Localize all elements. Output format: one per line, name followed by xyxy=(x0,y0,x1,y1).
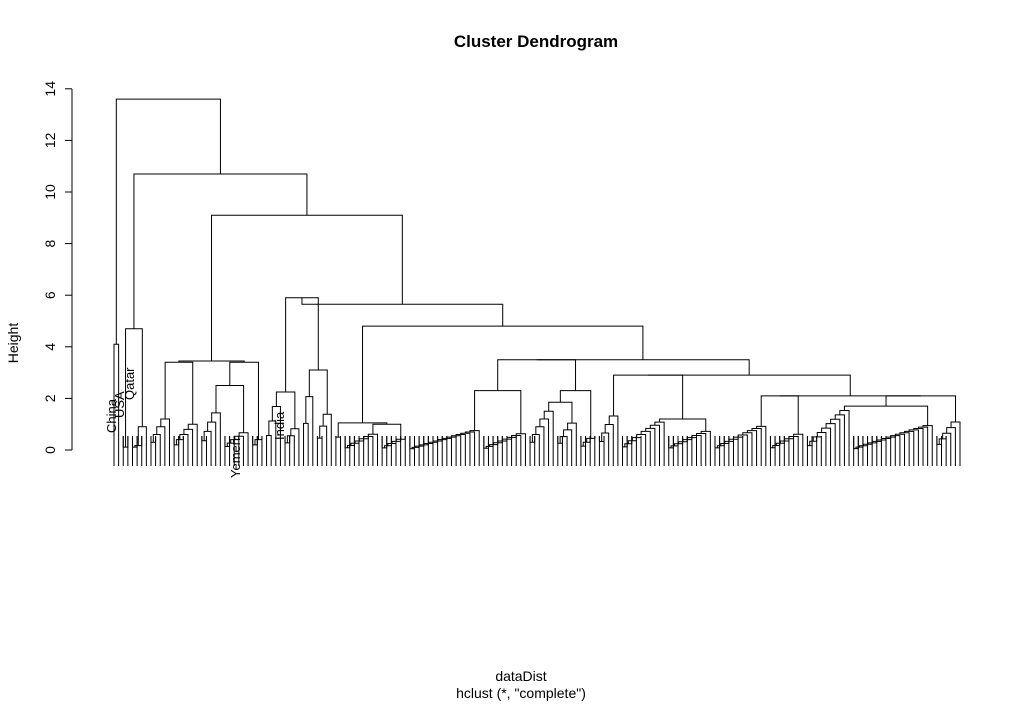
dendrogram-link xyxy=(305,396,314,436)
chart-subtitle: hclust (*, "complete") xyxy=(456,685,586,701)
dendrogram-link xyxy=(303,422,309,436)
dendrogram-link xyxy=(367,433,379,437)
leaf-label: India xyxy=(272,411,287,440)
dendrogram-link xyxy=(152,434,161,443)
dendrogram-link xyxy=(613,374,684,420)
dendrogram-link xyxy=(286,435,295,443)
dendrogram-link xyxy=(319,425,328,439)
y-tick-label: 0 xyxy=(42,446,58,454)
dendrogram-link xyxy=(563,429,573,437)
dendrogram-link xyxy=(760,395,799,435)
y-axis-ticks: 0 2 4 6 8 10 12 14 xyxy=(42,81,72,454)
leaf-label: USA xyxy=(112,391,127,418)
y-axis: 0 2 4 6 8 10 12 14 Height xyxy=(5,81,73,454)
y-tick-label: 14 xyxy=(42,81,58,97)
dendrogram-link xyxy=(387,436,397,446)
leaf-label: Yemen xyxy=(228,438,243,478)
dendrogram-link xyxy=(674,436,684,446)
dendrogram-link xyxy=(474,390,522,434)
leaf-label: Qatar xyxy=(122,367,137,400)
dendrogram-link xyxy=(604,423,614,436)
y-tick-label: 4 xyxy=(42,343,58,351)
x-axis-label: dataDist xyxy=(495,668,546,684)
leaf-label: China xyxy=(104,398,119,433)
dendrogram-link xyxy=(885,395,957,423)
dendrogram-link xyxy=(497,359,577,391)
dendrogram-link xyxy=(409,436,415,450)
dendrogram-link xyxy=(904,430,915,436)
dendrogram-link xyxy=(716,436,725,448)
dendrogram-link xyxy=(115,98,221,345)
dendrogram-link xyxy=(601,432,610,442)
chart-title: Cluster Dendrogram xyxy=(454,32,618,51)
dendrogram-link xyxy=(266,434,272,436)
dendrogram-link xyxy=(917,426,929,436)
dendrogram-link xyxy=(337,422,388,438)
dendrogram-link xyxy=(383,436,392,448)
dendrogram-link xyxy=(531,434,540,443)
y-tick-label: 10 xyxy=(42,184,58,200)
dendrogram-link xyxy=(137,426,147,446)
dendrogram-link xyxy=(238,432,249,437)
dendrogram-link xyxy=(211,214,403,361)
dendrogram-link xyxy=(229,361,259,440)
dendrogram-link xyxy=(203,430,212,441)
dendrogram-link xyxy=(843,405,929,426)
dendrogram-link xyxy=(489,436,499,447)
dendrogram-link xyxy=(559,390,592,439)
dendrogram-link xyxy=(362,325,644,423)
dendrogram-link xyxy=(648,374,851,396)
y-tick-label: 2 xyxy=(42,394,58,402)
dendrogram-link xyxy=(133,173,308,329)
y-axis-label: Height xyxy=(5,323,21,364)
dendrogram-link xyxy=(536,359,750,376)
dendrogram-link xyxy=(207,421,217,436)
dendrogram-link xyxy=(793,433,804,437)
dendrogram-link xyxy=(346,436,355,448)
dendrogram-link xyxy=(285,297,319,392)
dendrogram-link xyxy=(559,436,568,444)
y-tick-label: 6 xyxy=(42,291,58,299)
dendrogram-link xyxy=(659,418,707,432)
dendrogram-tree xyxy=(113,98,961,450)
dendrogram-link xyxy=(290,428,300,436)
dendrogram-link xyxy=(548,401,573,424)
dendrogram-link xyxy=(942,432,952,439)
y-tick-label: 8 xyxy=(42,239,58,247)
dendrogram-link xyxy=(164,361,194,425)
dendrogram-link xyxy=(670,436,679,448)
dendrogram-link xyxy=(308,369,328,415)
y-tick-label: 12 xyxy=(42,132,58,148)
dendrogram-link xyxy=(772,436,781,448)
dendrogram-link xyxy=(322,413,332,436)
dendrogram-link xyxy=(720,436,730,446)
dendrogram-link xyxy=(179,434,189,440)
